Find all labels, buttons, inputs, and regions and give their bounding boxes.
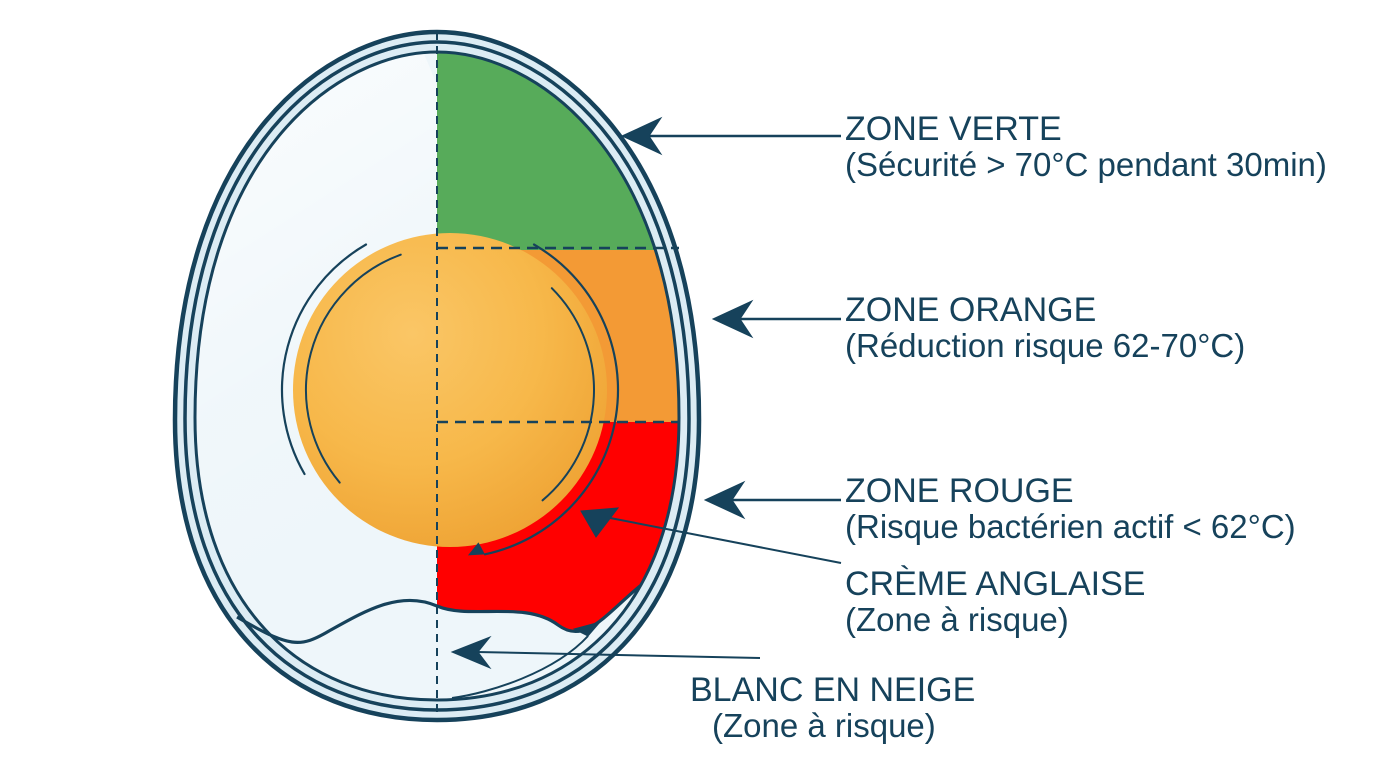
svg-text:(Zone à risque): (Zone à risque): [712, 707, 936, 744]
svg-text:(Sécurité > 70°C pendant 30min: (Sécurité > 70°C pendant 30min): [845, 146, 1327, 183]
svg-text:(Zone à risque): (Zone à risque): [845, 601, 1069, 638]
svg-text:ZONE ORANGE: ZONE ORANGE: [845, 291, 1096, 329]
svg-text:ZONE ROUGE: ZONE ROUGE: [845, 472, 1074, 510]
svg-text:(Risque bactérien actif < 62°C: (Risque bactérien actif < 62°C): [845, 508, 1296, 545]
svg-text:ZONE VERTE: ZONE VERTE: [845, 110, 1062, 148]
svg-text:CRÈME ANGLAISE: CRÈME ANGLAISE: [845, 565, 1145, 603]
svg-text:(Réduction risque 62-70°C): (Réduction risque 62-70°C): [845, 327, 1245, 364]
svg-text:BLANC EN NEIGE: BLANC EN NEIGE: [690, 671, 975, 709]
